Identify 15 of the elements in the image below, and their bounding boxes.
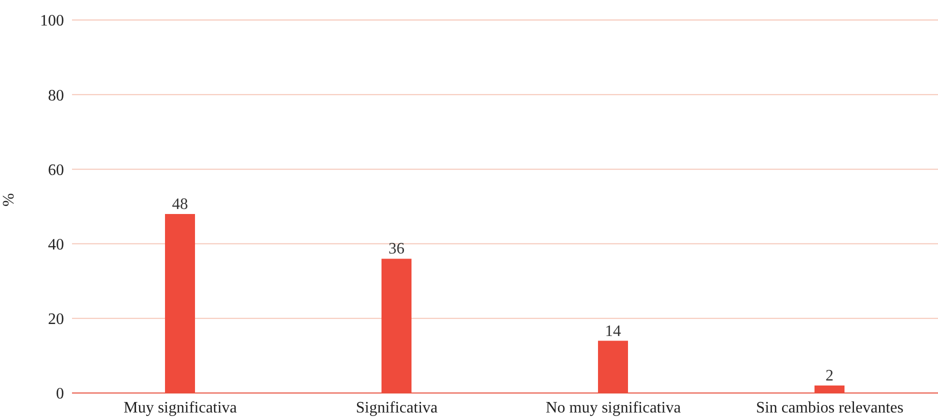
y-tick-label: 0 bbox=[56, 386, 64, 403]
data-label: 36 bbox=[388, 240, 404, 258]
data-label: 14 bbox=[605, 322, 621, 340]
y-tick-label: 40 bbox=[48, 236, 64, 254]
y-axis-title: % bbox=[0, 193, 18, 206]
data-label: 48 bbox=[172, 196, 188, 213]
x-tick-label: No muy significativa bbox=[546, 399, 681, 416]
x-tick-label: Sin cambios relevantes bbox=[756, 399, 904, 416]
y-tick-label: 80 bbox=[48, 87, 64, 104]
x-tick-label: Significativa bbox=[356, 399, 438, 416]
y-tick-label: 100 bbox=[40, 12, 64, 30]
data-label: 2 bbox=[826, 368, 834, 385]
x-tick-label: Muy significativa bbox=[124, 399, 237, 416]
y-tick-label: 60 bbox=[48, 162, 64, 179]
y-tick-label: 20 bbox=[48, 311, 64, 328]
